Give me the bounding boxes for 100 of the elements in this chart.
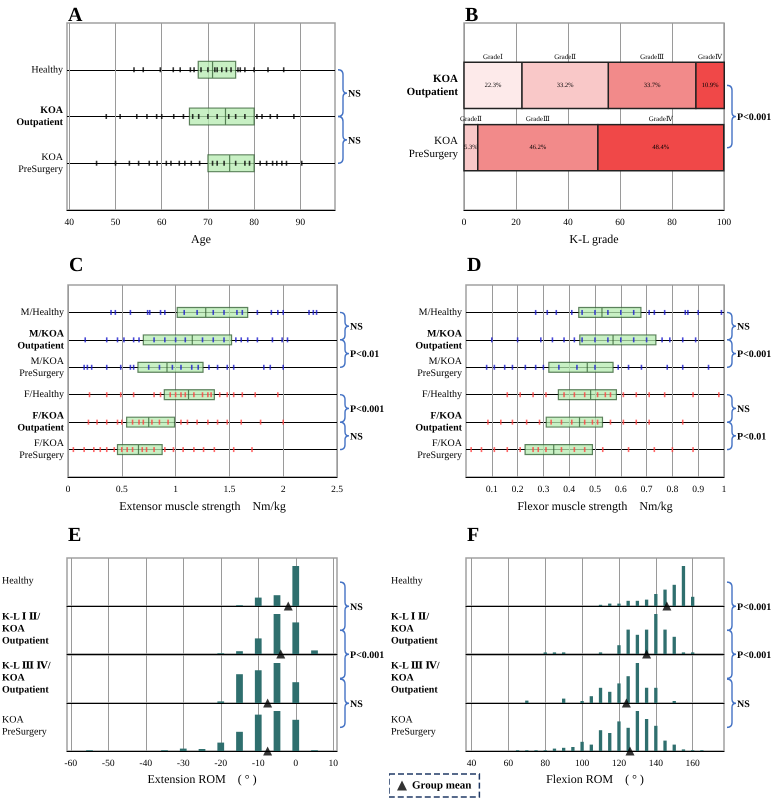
- y-tick-label: KOA PreSurgery: [18, 152, 64, 175]
- x-axis-title: K-L grade: [569, 232, 619, 246]
- x-tick-label: 0.1: [486, 485, 498, 495]
- y-axis-title: K-L Ⅰ Ⅱ/ KOA Outpatient: [391, 612, 438, 647]
- text: NS: [350, 431, 364, 442]
- bar: [274, 614, 280, 654]
- bar: [626, 630, 630, 654]
- bar: [626, 600, 630, 606]
- x-tick-label: 1: [173, 485, 178, 495]
- y-tick-label: F/KOA Outpatient: [415, 410, 463, 434]
- bar: [580, 742, 584, 751]
- y-axis-title: KOA PreSurgery: [391, 714, 436, 738]
- y-axis-title: K-L Ⅲ Ⅳ/ KOA Outpatient: [2, 660, 51, 696]
- bar: [236, 651, 243, 654]
- y-tick-label: F/Healthy: [422, 389, 462, 400]
- chart-title: E: [68, 524, 82, 546]
- bar: [254, 670, 262, 702]
- x-tick-label: 0.5: [589, 485, 602, 495]
- y-axis-title: Healthy: [2, 576, 34, 587]
- x-tick-label: 80: [249, 218, 260, 228]
- bar: [274, 710, 280, 751]
- x-tick-label: 0: [462, 218, 467, 228]
- bar: [644, 718, 648, 751]
- y-axis-title: KOA PreSurgery: [2, 714, 47, 738]
- y-tick-label: F/KOA Outpatient: [17, 410, 65, 434]
- text: NS: [350, 602, 364, 613]
- x-tick-label: 70: [203, 218, 213, 228]
- x-tick-label: 160: [686, 758, 700, 769]
- bar: [636, 600, 640, 606]
- bar: [236, 732, 243, 751]
- x-tick-label: 20: [511, 218, 521, 228]
- bar: [217, 742, 224, 751]
- bar: [636, 662, 640, 702]
- bar: [626, 728, 630, 751]
- chart-title: A: [68, 4, 83, 26]
- text: NS: [348, 88, 362, 100]
- x-tick-label: 0: [66, 485, 71, 495]
- bar: [644, 600, 648, 606]
- x-tick-label: 1.5: [223, 485, 236, 495]
- x-tick-label: 120: [612, 758, 626, 769]
- y-tick-label: M/KOA PreSurgery: [19, 356, 65, 379]
- bar: [617, 721, 621, 751]
- y-axis-title: K-L Ⅲ Ⅳ/ KOA Outpatient: [391, 660, 440, 696]
- x-tick-label: 60: [615, 218, 625, 228]
- chart-title: C: [69, 254, 84, 276]
- text: P<0.001: [737, 349, 772, 360]
- bar: [617, 645, 621, 654]
- x-tick-label: -40: [139, 758, 152, 769]
- text: P<0.01: [350, 349, 380, 360]
- chart-title: B: [465, 4, 478, 26]
- y-tick-label: KOA Outpatient: [406, 72, 458, 98]
- bar: [292, 720, 300, 751]
- x-tick-label: 0.5: [116, 485, 128, 495]
- bar: [274, 595, 280, 606]
- x-tick-label: 90: [296, 218, 306, 228]
- bar: [654, 614, 658, 654]
- x-tick-label: 0.3: [537, 485, 550, 495]
- y-tick-label: F/Healthy: [24, 389, 64, 400]
- x-tick-label: 100: [574, 758, 590, 769]
- x-tick-label: 50: [110, 218, 121, 228]
- bar: [617, 682, 621, 702]
- bar: [590, 696, 593, 702]
- x-axis-title: Extensor muscle strength Nm/kg: [119, 498, 286, 513]
- x-tick-label: 0.7: [640, 485, 653, 495]
- x-tick-label: 0.4: [563, 485, 576, 495]
- x-tick-label: 10: [328, 758, 338, 769]
- bar: [552, 748, 556, 751]
- x-tick-label: 0.6: [614, 485, 627, 495]
- x-tick-label: -50: [102, 758, 115, 769]
- bar: [691, 596, 694, 606]
- text: P<0.001: [350, 650, 384, 661]
- x-tick-label: 2.5: [331, 485, 344, 495]
- bar: [672, 637, 676, 654]
- y-tick-label: KOA Outpatient: [16, 105, 64, 128]
- x-tick-label: 80: [667, 218, 677, 228]
- x-tick-label: 0.2: [512, 485, 524, 495]
- x-tick-label: 40: [466, 758, 477, 769]
- bar: [562, 748, 566, 751]
- text: P<0.001: [737, 650, 772, 661]
- x-tick-label: -10: [252, 758, 265, 769]
- x-tick-label: 0.8: [666, 485, 679, 495]
- bar: [672, 584, 676, 606]
- bar: [254, 598, 262, 606]
- x-axis-title: Extension ROM ( ° ): [147, 772, 257, 786]
- bar: [654, 594, 658, 606]
- bar: [274, 662, 280, 702]
- text: NS: [350, 698, 364, 710]
- x-tick-label: 40: [64, 218, 74, 228]
- bar: [292, 566, 300, 606]
- x-tick-label: -20: [214, 758, 228, 769]
- bar: [236, 674, 243, 702]
- x-tick-label: 40: [563, 218, 573, 228]
- y-tick-label: M/KOA Outpatient: [415, 328, 463, 352]
- x-tick-label: 140: [648, 758, 664, 769]
- y-tick-label: KOA PreSurgery: [408, 135, 458, 160]
- text: NS: [348, 135, 362, 146]
- bar: [608, 732, 612, 751]
- bar: [663, 740, 667, 751]
- x-tick-label: -60: [64, 758, 78, 769]
- bar: [254, 638, 262, 654]
